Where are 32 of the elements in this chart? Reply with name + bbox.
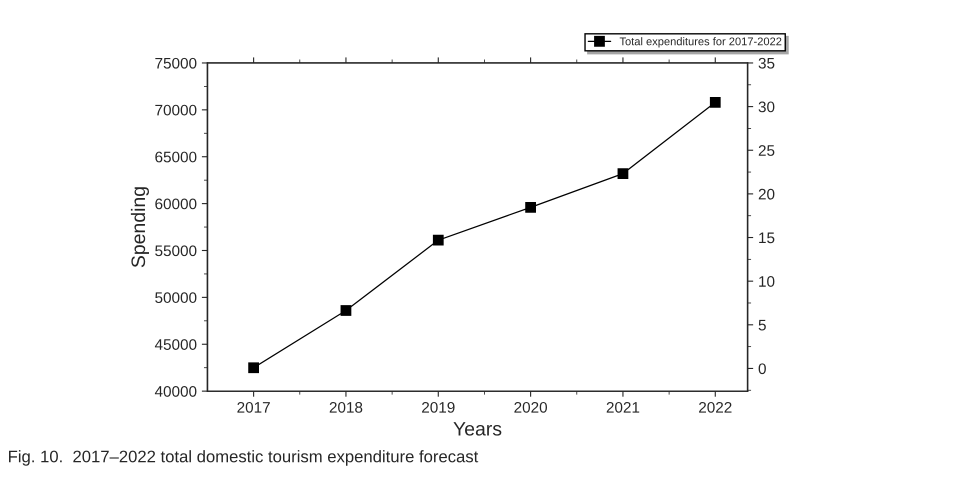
y-tick-label: 65000 [155, 152, 196, 162]
y-tick-label: 75000 [155, 58, 196, 69]
x-tick-label: 2019 [422, 402, 455, 413]
y2-tick-label: 5 [758, 320, 766, 330]
y2-tick-label: 20 [758, 188, 774, 200]
point [710, 96, 721, 108]
point [525, 202, 536, 213]
point [340, 305, 352, 316]
x-axis-title: Years [453, 422, 502, 436]
y-tick-label: 60000 [155, 198, 196, 210]
y2-tick-label: 10 [759, 276, 774, 287]
point [432, 234, 444, 246]
y-tick-label: 40000 [154, 386, 196, 397]
y-tick-label: 55000 [155, 245, 196, 256]
x-tick-label: 2022 [699, 402, 732, 413]
x-tick-label: 2018 [330, 402, 362, 413]
y-tick-label: 70000 [155, 104, 196, 116]
point [248, 362, 259, 374]
y2-tick-label: 25 [758, 145, 774, 156]
caption: Fig. 10. 2017–2022 total domestic tourism expenditure forecast [9, 450, 478, 466]
point [618, 168, 628, 179]
y2-tick-label: 0 [758, 363, 766, 374]
y2-tick-label: 35 [758, 58, 774, 69]
x-tick-label: 2021 [606, 402, 640, 413]
y2-tick-label: 15 [759, 232, 774, 244]
x-tick-label: 2017 [237, 402, 270, 413]
y-tick-label: 45000 [154, 339, 196, 350]
y-axis-title: Spending [130, 187, 149, 268]
legend-label: Total expenditures for 2017-2022 [620, 37, 782, 48]
x-tick-label: 2020 [514, 402, 548, 413]
y2-tick-label: 30 [758, 101, 774, 112]
y-tick-label: 50000 [155, 292, 196, 304]
